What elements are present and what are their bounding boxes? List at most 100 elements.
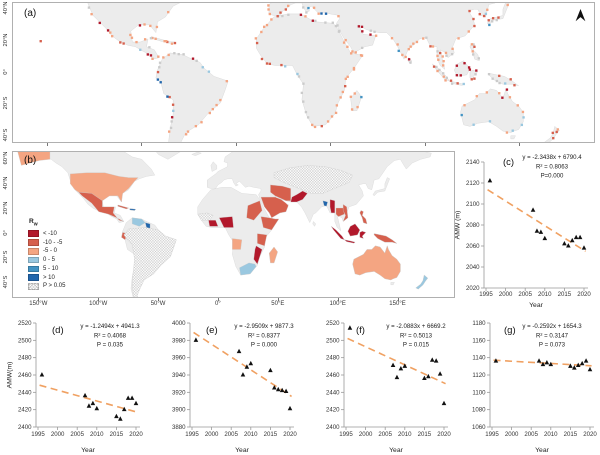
country-sudan_egypt bbox=[246, 200, 263, 221]
data-point-marker bbox=[568, 363, 573, 368]
y-tick-label: 1100 bbox=[472, 389, 486, 396]
trend-p-value: P = 0.035 bbox=[97, 342, 124, 349]
data-point-marker bbox=[287, 405, 293, 411]
data-point-marker bbox=[125, 395, 131, 400]
country-australia bbox=[352, 245, 401, 281]
data-point-marker bbox=[429, 357, 435, 362]
data-point-marker bbox=[437, 371, 443, 376]
panel-b-lon-tick-label: 100°E bbox=[329, 301, 346, 307]
data-point-marker bbox=[347, 325, 353, 330]
data-point-marker bbox=[94, 405, 100, 411]
trend-r-squared: R² = 0.5013 bbox=[400, 332, 433, 339]
y-tick-label: 3940 bbox=[172, 372, 186, 379]
trend-equation: y = -0.2592x + 1654.3 bbox=[522, 323, 582, 330]
map-tick-mark bbox=[519, 143, 521, 146]
panel-c-scatter: 2020 2040 2060 2080 2100 2120 2140 1995 2000 2005… bbox=[455, 154, 592, 309]
y-tick-label: 3920 bbox=[172, 389, 186, 396]
y-tick-label: 2520 bbox=[18, 320, 32, 327]
landmass-australia bbox=[460, 88, 524, 133]
data-point-marker bbox=[530, 207, 536, 212]
data-point-marker bbox=[272, 385, 277, 390]
legend-item-label: -10 - -5 bbox=[43, 239, 63, 246]
landmass-tasmania bbox=[390, 282, 395, 285]
x-axis-title: Year bbox=[235, 447, 249, 454]
panel-f-scatter: 2400 2420 2440 2460 2480 2500 2520 1995 2000 2005… bbox=[326, 320, 451, 454]
landmass-sulawesi bbox=[469, 69, 479, 80]
data-point-marker bbox=[248, 360, 254, 366]
legend-item: 5 - 10 bbox=[28, 265, 65, 274]
panel-b-lat-tick-label: 20°N bbox=[3, 201, 9, 215]
y-tick-label: 3900 bbox=[172, 407, 186, 414]
landmass-srilanka bbox=[312, 221, 316, 227]
data-point-marker bbox=[536, 358, 542, 363]
data-point-marker bbox=[283, 388, 289, 393]
panel-g-label: (g) bbox=[504, 325, 516, 336]
data-point-marker bbox=[236, 348, 242, 354]
data-point-marker bbox=[581, 245, 587, 250]
data-point-marker bbox=[275, 386, 281, 392]
panel-a-lat-tick-label: 0° bbox=[3, 68, 9, 75]
data-point-marker bbox=[540, 361, 546, 367]
x-tick-label: 2000 bbox=[51, 431, 65, 438]
panel-b-lat-tick-label: 0° bbox=[3, 229, 9, 236]
legend-swatch bbox=[28, 274, 39, 281]
data-point-marker bbox=[572, 365, 577, 370]
country-mexico bbox=[78, 192, 124, 222]
country-bangladesh bbox=[322, 200, 328, 207]
legend-item: -5 - 0 bbox=[28, 247, 65, 256]
legend-item-label: 0 - 5 bbox=[43, 257, 56, 264]
map-tick-mark bbox=[235, 143, 237, 146]
y-tick-label: 4000 bbox=[172, 320, 186, 327]
legend-swatch bbox=[28, 265, 39, 273]
data-point-marker bbox=[390, 362, 396, 367]
data-point-marker bbox=[129, 395, 135, 400]
y-tick-label: 2020 bbox=[466, 285, 480, 292]
data-point-marker bbox=[240, 372, 246, 377]
panel-b-lat-tick-label: 60°N bbox=[3, 151, 9, 165]
x-tick-label: 2015 bbox=[264, 431, 278, 438]
country-south_america bbox=[123, 227, 177, 297]
panel-b-lon-tick-label: 150°W bbox=[29, 301, 48, 307]
legend-swatch bbox=[28, 239, 39, 246]
x-tick-label: 2010 bbox=[244, 431, 258, 438]
data-point-marker bbox=[493, 358, 499, 363]
coastal-trend-dots bbox=[39, 3, 559, 140]
x-tick-label: 2020 bbox=[577, 291, 591, 298]
map-tick-mark bbox=[330, 143, 332, 146]
legend-swatch bbox=[28, 230, 39, 237]
country-philippines bbox=[359, 210, 368, 225]
country-horn_africa bbox=[260, 216, 280, 231]
y-tick-label: 2460 bbox=[18, 372, 32, 379]
map-tick-mark bbox=[141, 143, 143, 146]
trend-equation: y = -2.3438x + 6790.4 bbox=[522, 154, 582, 161]
country-angola bbox=[232, 238, 243, 250]
trend-line bbox=[39, 384, 138, 414]
panel-b-map-frame bbox=[12, 151, 455, 298]
country-vietnam bbox=[342, 204, 349, 222]
y-tick-label: 2040 bbox=[466, 264, 480, 271]
data-point-marker bbox=[133, 400, 139, 406]
y-tick-label: 3980 bbox=[172, 337, 186, 344]
trend-p-value: P = 0.073 bbox=[539, 342, 566, 349]
data-point-marker bbox=[583, 358, 589, 363]
panel-b-lon-tick-label: 0° bbox=[215, 301, 221, 307]
data-point-marker bbox=[39, 372, 45, 377]
y-tick-label: 2140 bbox=[466, 159, 480, 166]
x-tick-label: 2005 bbox=[518, 291, 532, 298]
data-point-marker bbox=[82, 392, 88, 398]
y-tick-label: 2100 bbox=[466, 201, 480, 208]
x-tick-label: 1995 bbox=[339, 431, 353, 438]
y-tick-label: 1160 bbox=[472, 337, 486, 344]
legend-swatch bbox=[28, 248, 39, 255]
trend-p-value: P = 0.015 bbox=[403, 342, 430, 349]
legend-item: -10 - -5 bbox=[28, 238, 65, 247]
map-tick-mark bbox=[277, 298, 279, 301]
country-south_africa bbox=[239, 262, 257, 276]
legend-item: P > 0.05 bbox=[28, 282, 65, 291]
y-tick-label: 2480 bbox=[18, 355, 32, 362]
y-tick-label: 2420 bbox=[326, 407, 340, 414]
y-tick-label: 2460 bbox=[326, 372, 340, 379]
y-tick-label: 2500 bbox=[326, 337, 340, 344]
data-point-marker bbox=[268, 367, 273, 373]
landmass-sa bbox=[155, 52, 229, 142]
